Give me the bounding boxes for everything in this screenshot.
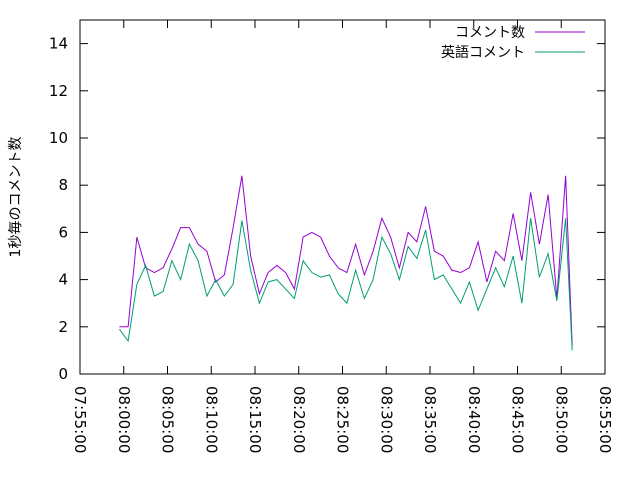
x-tick-label: 08:10:00	[202, 386, 220, 453]
x-tick-label: 08:05:00	[159, 386, 177, 453]
plot-border	[79, 19, 606, 375]
y-tick-label: 8	[58, 176, 68, 194]
y-tick-label: 2	[58, 318, 68, 336]
y-tick-label: 6	[58, 223, 68, 241]
data-line	[119, 175, 573, 346]
x-tick-label: 08:15:00	[246, 386, 264, 453]
x-tick-label: 08:20:00	[290, 386, 308, 453]
x-tick-label: 08:50:00	[552, 386, 570, 453]
y-tick-label: 14	[49, 35, 68, 53]
y-tick-label: 4	[58, 271, 68, 289]
x-tick-label: 08:35:00	[421, 386, 439, 453]
y-tick-label: 10	[49, 129, 68, 147]
y-tick-label: 0	[58, 365, 68, 383]
x-tick-label: 08:55:00	[596, 386, 614, 453]
x-tick-label: 08:30:00	[377, 386, 395, 453]
x-tick-label: 08:40:00	[465, 386, 483, 453]
legend-label: 英語コメント	[441, 44, 525, 61]
y-axis-label: 1秒毎のコメント数	[8, 137, 24, 258]
legend-label: コメント数	[455, 25, 525, 41]
x-tick-label: 08:45:00	[509, 386, 527, 453]
y-tick-label: 12	[49, 82, 68, 100]
x-tick-label: 08:25:00	[334, 386, 352, 453]
data-line	[118, 218, 573, 351]
x-tick-label: 08:00:00	[115, 386, 133, 453]
x-tick-label: 07:55:00	[71, 386, 89, 453]
